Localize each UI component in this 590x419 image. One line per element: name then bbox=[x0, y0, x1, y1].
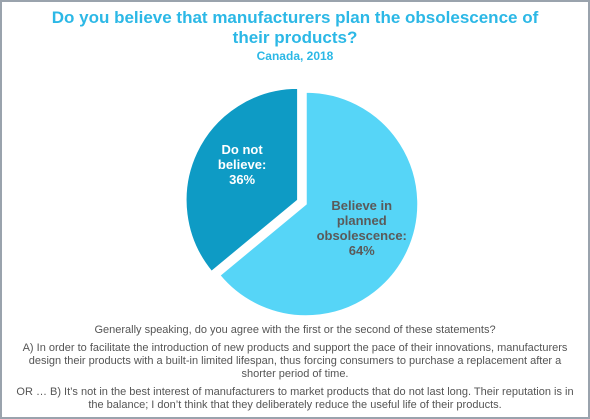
slice-label: Believe in planned obsolescence: 64% bbox=[316, 198, 408, 258]
note: Generally speaking, do you agree with th… bbox=[94, 324, 496, 336]
category-label: Believe in planned obsolescence: bbox=[316, 198, 407, 244]
value-label: 64% bbox=[348, 243, 375, 259]
pie-slice bbox=[185, 87, 299, 273]
notes: Generally speaking, do you agree with th… bbox=[12, 324, 578, 417]
chart-subtitle: Canada, 2018 bbox=[256, 49, 334, 63]
chart-title: Do you believe that manufacturers plan t… bbox=[51, 8, 539, 47]
pie-slice bbox=[218, 91, 419, 317]
value-label: 36% bbox=[229, 171, 256, 187]
category-label: Do not believe: bbox=[217, 141, 267, 172]
note: A) In order to facilitate the introducti… bbox=[22, 342, 568, 380]
slice-label: Do not believe: 36% bbox=[196, 142, 288, 187]
note: OR … B) It’s not in the best interest of… bbox=[16, 386, 574, 411]
